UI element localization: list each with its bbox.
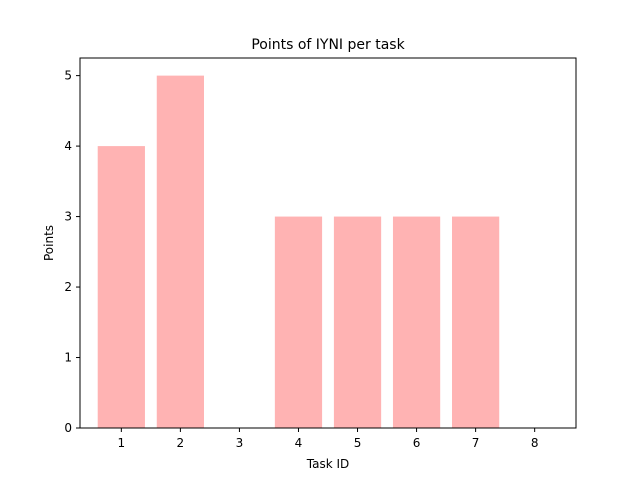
plot-area bbox=[80, 58, 576, 428]
bars-group bbox=[97, 75, 500, 428]
y-tick-label: 0 bbox=[64, 421, 72, 435]
y-tick-label: 5 bbox=[64, 69, 72, 83]
x-tick-label: 7 bbox=[472, 436, 480, 450]
x-tick-label: 2 bbox=[177, 436, 185, 450]
y-tick-label: 3 bbox=[64, 210, 72, 224]
bar-task-5 bbox=[333, 216, 382, 428]
plot-frame bbox=[79, 57, 577, 429]
bar-task-6 bbox=[392, 216, 441, 428]
y-axis-label: Points bbox=[42, 225, 56, 261]
y-axis-ticks: 0 1 2 3 4 5 bbox=[64, 69, 80, 435]
y-tick-label: 1 bbox=[64, 351, 72, 365]
x-tick-label: 8 bbox=[531, 436, 539, 450]
bar-task-2 bbox=[156, 75, 204, 428]
y-tick-label: 2 bbox=[64, 280, 72, 294]
x-tick-label: 1 bbox=[118, 436, 126, 450]
x-tick-label: 6 bbox=[413, 436, 421, 450]
chart-title: Points of IYNI per task bbox=[251, 37, 405, 53]
bar-task-7 bbox=[452, 216, 500, 428]
bar-task-4 bbox=[274, 216, 323, 428]
bar-task-1 bbox=[97, 146, 145, 428]
x-axis-ticks: 1 2 3 4 5 6 7 8 bbox=[118, 428, 539, 450]
x-tick-label: 5 bbox=[354, 436, 362, 450]
x-tick-label: 4 bbox=[295, 436, 303, 450]
x-axis-label: Task ID bbox=[306, 457, 350, 471]
y-tick-label: 4 bbox=[64, 139, 72, 153]
x-tick-label: 3 bbox=[236, 436, 244, 450]
